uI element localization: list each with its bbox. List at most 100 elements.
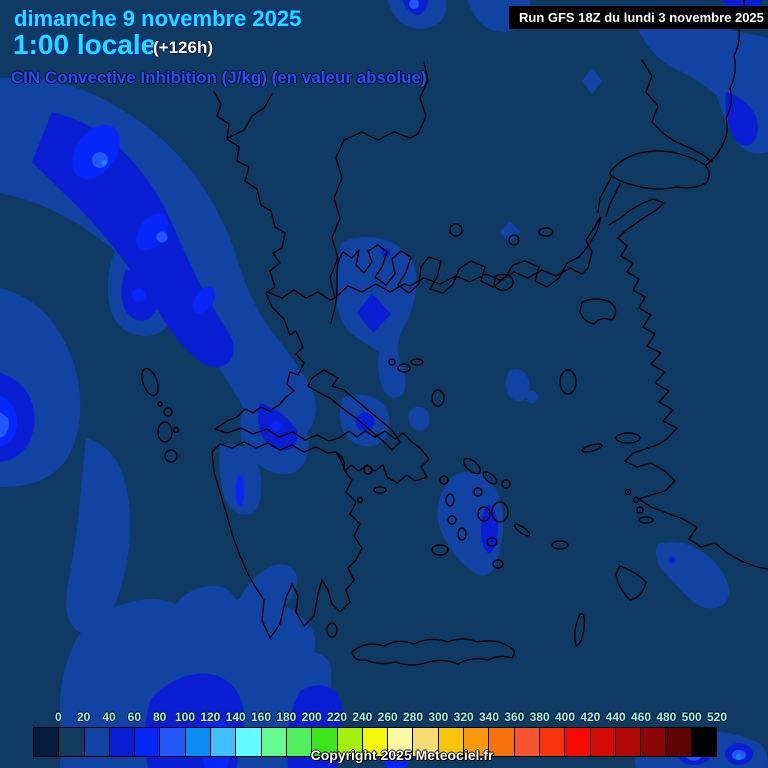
island-patmos bbox=[624, 488, 632, 496]
colorbar-label: 20 bbox=[76, 710, 91, 724]
colorbar-cell bbox=[84, 728, 110, 756]
colorbar-label: 500 bbox=[681, 710, 702, 724]
colorbar-label: 220 bbox=[326, 710, 348, 724]
copyright-text: Copyright 2025 Meteociel.fr bbox=[310, 747, 494, 763]
island-skopelos bbox=[397, 363, 411, 373]
colorbar-cell bbox=[312, 728, 338, 756]
colorbar-label: 320 bbox=[453, 710, 474, 724]
island-corfu bbox=[141, 367, 159, 397]
colorbar-cell bbox=[691, 728, 717, 756]
colorbar-label: 260 bbox=[377, 710, 398, 724]
colorbar-cell bbox=[489, 728, 515, 756]
cin-level4-patches bbox=[0, 0, 746, 761]
colorbar-cell bbox=[464, 728, 490, 756]
forecast-time: 1:00 locale bbox=[13, 29, 157, 60]
island-ios bbox=[486, 537, 498, 547]
colorbar-cell bbox=[362, 728, 389, 756]
forecast-date: dimanche 9 novembre 2025 bbox=[14, 6, 302, 31]
colorbar-cell bbox=[590, 728, 616, 756]
island-syros bbox=[473, 487, 483, 497]
coast-gallipoli bbox=[608, 198, 665, 239]
colorbar-labels: 0 20 40 60 80 100 120 140 160 180 200 220 240 260 280 3… bbox=[33, 710, 727, 725]
colorbar-cell bbox=[565, 728, 591, 756]
colorbar-label: 240 bbox=[352, 710, 373, 724]
island-paros bbox=[477, 506, 491, 522]
colorbar-cell bbox=[615, 728, 642, 756]
colorbar-cell bbox=[413, 728, 439, 756]
border-serbia-bulgaria bbox=[417, 61, 429, 135]
forecast-hour-offset: (+126h) bbox=[153, 38, 213, 57]
colorbar-label: 440 bbox=[605, 710, 626, 724]
colorbar-cell bbox=[261, 728, 287, 756]
island-sifnos bbox=[457, 527, 467, 541]
island-mykonos bbox=[501, 479, 511, 489]
island-skiathos bbox=[388, 358, 396, 366]
cin-level5-patches bbox=[101, 160, 742, 760]
colorbar-cell bbox=[388, 728, 414, 756]
island-lefkada bbox=[163, 407, 173, 417]
island-lesbos bbox=[579, 298, 617, 325]
colorbar-label: 0 bbox=[54, 710, 62, 724]
coast-turkey-aegean bbox=[617, 237, 768, 570]
island-amorgos bbox=[513, 523, 531, 537]
colorbar-label: 180 bbox=[276, 710, 297, 724]
island-chios bbox=[559, 369, 577, 395]
island-hydra bbox=[373, 486, 387, 494]
coast-north-aegean bbox=[330, 216, 602, 324]
parameter-title: CIN Convective Inhibition (J/kg) (en val… bbox=[11, 68, 427, 87]
island-andros bbox=[462, 457, 482, 475]
colorbar-cell bbox=[236, 728, 262, 756]
border-montenegro bbox=[227, 93, 273, 139]
border-bulgaria-turkey bbox=[641, 59, 713, 163]
border-albania-greece bbox=[266, 289, 336, 301]
colorbar-cell bbox=[185, 728, 212, 756]
island-serifos bbox=[447, 515, 457, 525]
colorbar-label: 300 bbox=[428, 710, 449, 724]
colorbar-label: 420 bbox=[580, 710, 601, 724]
model-run-info: Run GFS 18Z du lundi 3 novembre 2025 bbox=[509, 6, 768, 29]
island-kythnos bbox=[445, 493, 455, 507]
colorbar-cell bbox=[109, 728, 136, 756]
colorbar-label: 80 bbox=[152, 710, 167, 724]
island-rhodes bbox=[615, 565, 647, 601]
colorbar-label: 200 bbox=[301, 710, 322, 724]
island-kythira bbox=[326, 622, 338, 638]
dardanelles-strait-2 bbox=[605, 183, 621, 217]
island-santorini bbox=[492, 559, 504, 569]
colorbar-cell bbox=[539, 728, 566, 756]
island-astypalaia bbox=[551, 540, 569, 550]
island-milos bbox=[431, 544, 449, 556]
colorbar-label: 100 bbox=[174, 710, 196, 724]
island-ithaki bbox=[172, 426, 180, 434]
colorbar-cells bbox=[33, 727, 717, 757]
island-kalymnos bbox=[636, 506, 644, 514]
colorbar-label: 120 bbox=[200, 710, 221, 724]
island-kefalonia bbox=[157, 421, 173, 443]
island-thasos bbox=[449, 223, 463, 237]
colorbar-label: 520 bbox=[706, 710, 728, 724]
border-nmacedonia-serbia bbox=[343, 131, 419, 141]
island-karpathos bbox=[573, 613, 586, 647]
colorbar-label: 280 bbox=[402, 710, 424, 724]
colorbar-cell bbox=[666, 728, 692, 756]
island-evia bbox=[307, 369, 401, 451]
coastlines-and-borders bbox=[141, 0, 768, 666]
island-limnos bbox=[493, 273, 514, 292]
border-north-greece bbox=[334, 267, 589, 299]
colorbar-label: 160 bbox=[250, 710, 272, 724]
coast-peloponnese bbox=[211, 441, 363, 639]
island-samothraki bbox=[508, 234, 520, 246]
island-crete bbox=[351, 638, 515, 666]
colorbar-label: 60 bbox=[127, 710, 142, 724]
colorbar-label: 400 bbox=[554, 710, 576, 724]
sea-of-marmara bbox=[609, 150, 710, 190]
colorbar-cell bbox=[641, 728, 667, 756]
island-kea bbox=[439, 475, 449, 485]
island-aegina bbox=[363, 465, 373, 475]
island-skyros bbox=[431, 389, 445, 407]
colorbar-label: 340 bbox=[478, 710, 500, 724]
colorbar-cell bbox=[337, 728, 363, 756]
colorbar-label: 140 bbox=[225, 710, 246, 724]
